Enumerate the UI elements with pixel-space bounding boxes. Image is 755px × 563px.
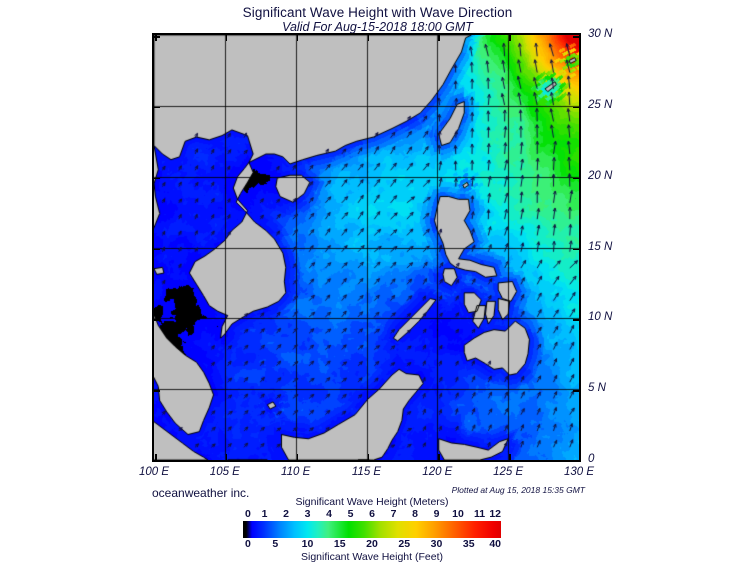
lon-tick <box>580 35 581 41</box>
colorbar-tick-meters: 5 <box>347 508 354 520</box>
lon-label: 100 E <box>138 466 170 478</box>
colorbar-tick-feet: 35 <box>462 538 475 550</box>
lat-tick <box>573 461 579 462</box>
lon-label: 105 E <box>209 466 240 478</box>
lon-tick <box>296 454 299 460</box>
lon-tick <box>509 35 511 41</box>
colorbar-title-meters: Significant Wave Height (Meters) <box>295 496 449 508</box>
colorbar-tick-feet: 10 <box>301 538 314 550</box>
lon-tick <box>509 454 511 460</box>
lat-tick <box>573 248 579 250</box>
colorbar-tick-meters: 11 <box>473 508 486 520</box>
lat-label: 15 N <box>588 240 613 253</box>
lon-tick <box>225 35 228 41</box>
lon-tick <box>438 35 440 41</box>
colorbar-tick-feet: 40 <box>489 538 501 550</box>
lat-label: 0 <box>588 453 595 465</box>
colorbar-tick-meters: 7 <box>390 508 397 520</box>
lat-label: 5 N <box>588 382 606 395</box>
colorbar-tick-meters: 4 <box>326 508 332 520</box>
colorbar-tick-meters: 6 <box>369 508 375 520</box>
lon-tick <box>155 35 157 41</box>
lon-label: 110 E <box>281 466 311 478</box>
colorbar-ticks-meters: 0 1 2 3 4 5 6 7 8 9 10 11 12 <box>243 508 501 521</box>
lon-tick <box>155 454 157 460</box>
colorbar-tick-feet: 25 <box>398 538 411 550</box>
colorbar-tick-meters: 8 <box>412 508 418 520</box>
colorbar-tick-feet: 0 <box>245 538 251 550</box>
lat-label: 10 N <box>588 311 613 324</box>
colorbar-tick-meters: 0 <box>245 508 251 520</box>
colorbar-tick-feet: 5 <box>272 538 279 550</box>
lat-label: 20 N <box>588 169 613 182</box>
lon-tick <box>438 454 440 460</box>
credit-label: oceanweather inc. <box>152 486 250 500</box>
colorbar-tick-meters: 12 <box>489 508 501 520</box>
plotted-timestamp: Plotted at Aug 15, 2018 15:35 GMT <box>451 485 585 495</box>
lat-tick <box>573 36 579 38</box>
lon-tick <box>296 35 299 41</box>
colorbar-tick-feet: 30 <box>430 538 443 550</box>
colorbar-ticks-feet: 0 5 10 15 20 25 30 35 40 <box>243 538 501 551</box>
lon-tick <box>580 454 581 460</box>
lat-tick <box>154 106 160 109</box>
map-plot-area[interactable] <box>152 33 581 462</box>
page-title: Significant Wave Height with Wave Direct… <box>242 5 513 20</box>
lat-tick <box>154 36 160 38</box>
lon-label: 125 E <box>493 466 524 478</box>
lat-tick <box>154 177 160 180</box>
colorbar-tick-meters: 2 <box>283 508 289 520</box>
lon-tick <box>367 454 369 460</box>
lon-label: 115 E <box>351 466 382 478</box>
colorbar-tick-feet: 20 <box>366 538 378 550</box>
lon-tick <box>225 454 228 460</box>
lat-tick <box>573 106 579 109</box>
lon-label: 130 E <box>563 466 595 478</box>
lat-tick <box>154 248 160 250</box>
colorbar-title-feet: Significant Wave Height (Feet) <box>300 551 443 563</box>
colorbar-gradient <box>243 521 501 538</box>
lat-label: 30 N <box>588 28 613 40</box>
colorbar-tick-feet: 15 <box>333 538 346 550</box>
colorbar-tick-meters: 10 <box>452 508 464 520</box>
lon-label: 120 E <box>422 466 453 478</box>
wave-height-raster <box>154 35 579 460</box>
colorbar-tick-meters: 1 <box>261 508 268 520</box>
colorbar-tick-meters: 9 <box>433 508 440 520</box>
page-subtitle: Valid For Aug-15-2018 18:00 GMT <box>282 20 473 34</box>
lon-tick <box>367 35 369 41</box>
lat-tick <box>573 390 579 392</box>
lat-tick <box>154 461 160 462</box>
colorbar-tick-meters: 3 <box>304 508 311 520</box>
lat-tick <box>154 319 160 321</box>
lat-label: 25 N <box>588 98 613 111</box>
lat-tick <box>154 390 160 392</box>
lat-tick <box>573 319 579 321</box>
lat-tick <box>573 177 579 180</box>
